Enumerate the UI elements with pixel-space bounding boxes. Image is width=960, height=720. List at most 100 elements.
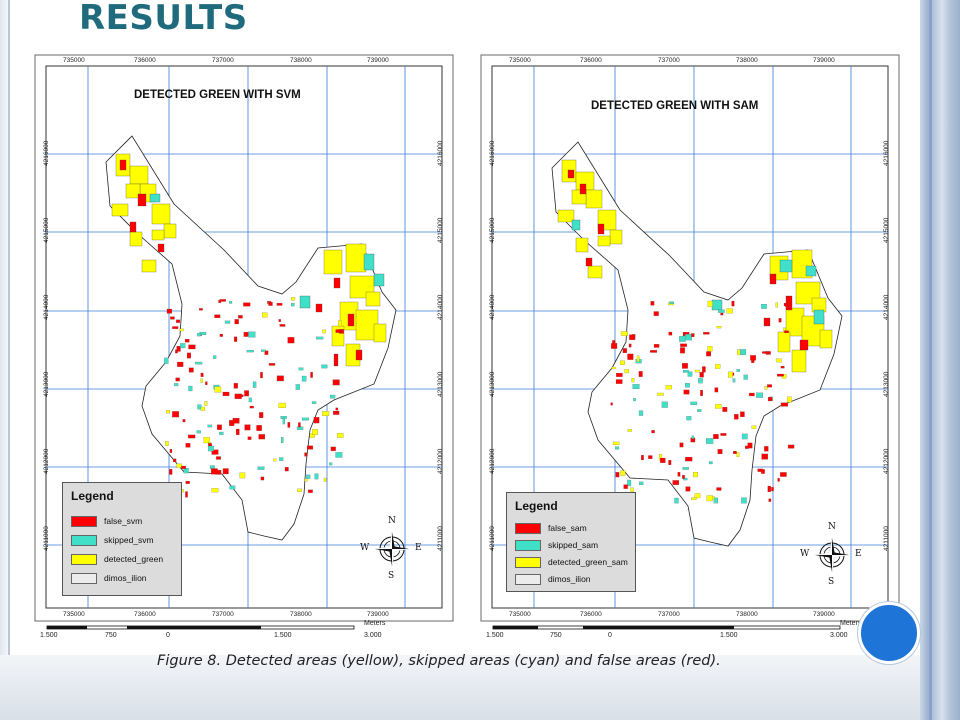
skipped-area-patch [298, 367, 304, 371]
false-area-patch [219, 334, 223, 337]
legend-item: skipped_svm [71, 534, 154, 546]
y-tick-left: 4215000 [43, 217, 50, 243]
skipped-area-patch [196, 430, 201, 434]
skipped-area-patch [718, 309, 725, 313]
false-area-patch [615, 472, 620, 478]
x-tick-top: 739000 [367, 57, 389, 64]
skipped-area-patch [627, 479, 632, 487]
detected-area-patch [715, 404, 722, 409]
detected-area-patch [304, 478, 308, 482]
false-area-patch [172, 326, 179, 329]
false-area-patch [767, 384, 772, 388]
false-area-patch [734, 414, 739, 420]
false-area-patch [761, 453, 769, 460]
skipped-area-patch [329, 462, 333, 466]
false-area-patch [182, 419, 186, 423]
detected-area-patch [631, 378, 635, 383]
legend-label: dimos_ilion [104, 573, 147, 583]
y-tick-left: 4214000 [489, 294, 496, 320]
false-area-patch [716, 487, 722, 491]
y-tick-left: 4213000 [43, 371, 50, 397]
figure-caption: Figure 8. Detected areas (yellow), skipp… [157, 653, 721, 669]
compass-north-label: N [828, 522, 836, 532]
skipped-area-patch [687, 371, 693, 377]
scale-tick-label: 1.500 [720, 632, 738, 639]
detected-area-patch [587, 265, 603, 279]
false-area-patch [668, 460, 672, 466]
false-area-patch [731, 300, 735, 307]
false-area-patch [137, 193, 147, 207]
false-area-patch [714, 387, 719, 393]
false-area-patch [767, 485, 771, 493]
false-area-patch [720, 433, 727, 436]
false-area-patch [181, 465, 186, 469]
false-area-patch [233, 383, 238, 389]
map-title-sam: DETECTED GREEN WITH SAM [591, 100, 759, 112]
detected-area-patch [312, 429, 318, 435]
false-area-patch [616, 373, 623, 377]
y-tick-left: 4213000 [489, 371, 496, 397]
detected-area-patch [337, 433, 344, 438]
legend-label: dimos_ilion [548, 574, 591, 584]
false-area-patch [685, 457, 693, 462]
skipped-area-patch [224, 320, 231, 324]
detected-area-patch [557, 209, 575, 223]
detected-area-patch [141, 259, 157, 273]
false-area-patch [249, 405, 254, 409]
detected-area-patch [200, 378, 203, 383]
legend-swatch [71, 534, 97, 546]
detected-area-patch [323, 249, 343, 275]
detected-area-patch [211, 488, 219, 493]
false-area-patch [304, 452, 308, 457]
false-area-patch [763, 317, 771, 327]
slide-left-rail [0, 0, 8, 720]
false-area-patch [747, 442, 753, 449]
false-area-patch [700, 390, 703, 397]
x-tick-bottom: 738000 [290, 611, 312, 618]
slide-left-border [8, 0, 10, 720]
y-tick-left: 4216000 [43, 140, 50, 166]
slide-right-decorative-bar [920, 0, 960, 720]
y-tick-right: 4214000 [437, 294, 444, 320]
false-area-patch [750, 355, 756, 361]
x-tick-bottom: 739000 [367, 611, 389, 618]
skipped-area-patch [638, 410, 644, 416]
skipped-area-patch [708, 461, 713, 465]
compass-east-label: E [855, 549, 862, 559]
x-tick-top: 738000 [736, 57, 758, 64]
skipped-area-patch [282, 418, 285, 425]
scale-bar-graphic [46, 625, 355, 630]
slide-title: RESULTS [79, 0, 248, 38]
false-area-patch [176, 346, 181, 352]
skipped-area-patch [691, 435, 694, 439]
skipped-area-patch [174, 383, 179, 387]
false-area-patch [129, 221, 137, 233]
false-area-patch [222, 391, 230, 397]
legend-label: skipped_svm [104, 535, 154, 545]
skipped-area-patch [149, 193, 161, 203]
false-area-patch [722, 407, 728, 412]
detected-area-patch [627, 429, 632, 432]
false-area-patch [185, 443, 191, 448]
skipped-area-patch [301, 417, 309, 421]
false-area-patch [307, 445, 314, 450]
y-tick-left: 4211000 [43, 526, 50, 551]
slide-number-circle-decoration [858, 602, 920, 664]
false-area-patch [648, 455, 653, 459]
skipped-area-patch [633, 398, 636, 402]
x-tick-bottom: 736000 [134, 611, 156, 618]
false-area-patch [287, 337, 295, 344]
false-area-patch [276, 303, 283, 306]
slide-right-stripe [929, 0, 932, 720]
detected-area-patch [707, 346, 713, 352]
scale-tick-label: 1.500 [486, 632, 504, 639]
false-area-patch [780, 366, 785, 369]
detected-area-patch [612, 441, 620, 445]
false-area-patch [217, 424, 222, 430]
detected-area-patch [691, 497, 697, 500]
detected-area-patch [331, 325, 345, 347]
false-area-patch [313, 417, 320, 424]
false-area-patch [259, 412, 264, 418]
false-area-patch [762, 351, 769, 354]
detected-area-patch [609, 229, 623, 245]
